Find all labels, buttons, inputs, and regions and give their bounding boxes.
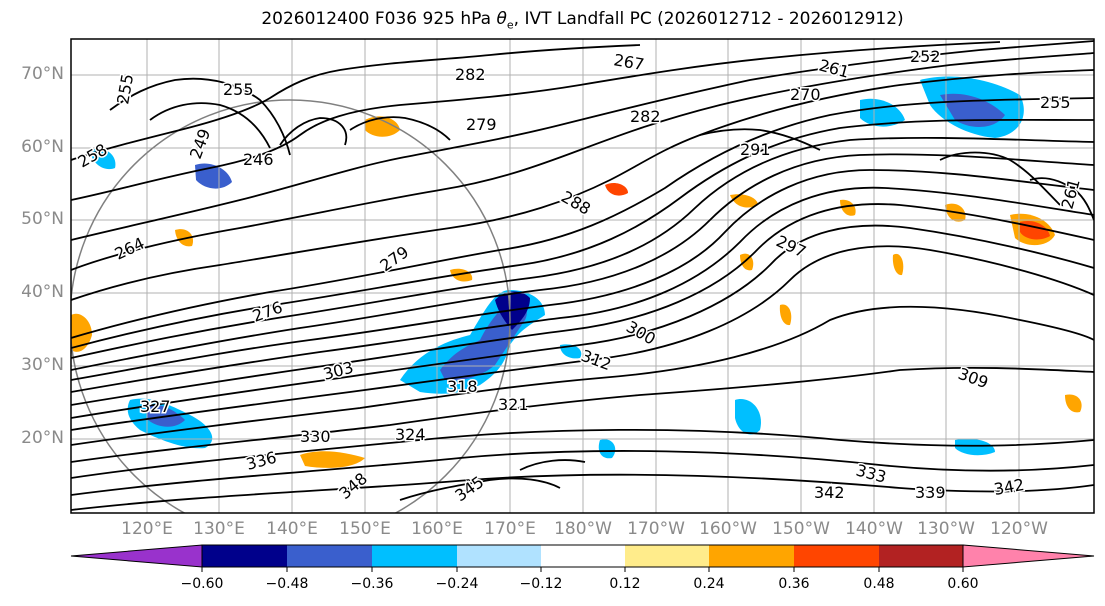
lat-label: 60°N <box>21 137 64 157</box>
contour-label: 318 <box>447 377 478 396</box>
lat-label: 20°N <box>21 428 64 448</box>
lat-label: 50°N <box>21 209 64 229</box>
colorbar-tick-label: 0.12 <box>609 576 641 592</box>
orange-region <box>605 182 628 196</box>
lon-label: 170°W <box>627 519 685 539</box>
colorbar-tick-label: 0.60 <box>947 576 979 592</box>
colorbar <box>70 544 1095 572</box>
contour-label: 252 <box>910 47 941 66</box>
colorbar-tick-label: 0.24 <box>693 576 725 592</box>
colorbar-tick-label: −0.36 <box>350 576 394 592</box>
blue-region <box>860 98 905 127</box>
lon-label: 160°E <box>411 519 463 539</box>
lat-label: 30°N <box>21 355 64 375</box>
contour-label: 255 <box>1040 93 1071 112</box>
contour-label: 291 <box>740 140 771 159</box>
colorbar-segment <box>457 545 541 567</box>
orange-region <box>1065 394 1082 413</box>
colorbar-tick-label: −0.24 <box>435 576 479 592</box>
orange-region <box>365 116 400 137</box>
contour-label: 327 <box>140 397 171 416</box>
lon-label: 120°E <box>121 519 173 539</box>
orange-region <box>450 268 473 282</box>
blue-region <box>955 438 995 456</box>
orange-region <box>779 304 792 326</box>
blue-region <box>560 344 582 359</box>
contour-label: 342 <box>992 475 1025 499</box>
orange-region <box>840 199 856 216</box>
colorbar-segment <box>625 545 709 567</box>
colorbar-segment <box>541 545 625 567</box>
colorbar-segment <box>962 544 1095 568</box>
lon-label: 130°E <box>193 519 245 539</box>
lon-label: 160°W <box>699 519 757 539</box>
chart-title: 2026012400 F036 925 hPa θe, IVT Landfall… <box>261 9 904 32</box>
colorbar-segment <box>70 544 203 568</box>
lon-label: 140°W <box>845 519 903 539</box>
lon-label: 130°W <box>917 519 975 539</box>
lon-label: 140°E <box>266 519 318 539</box>
colorbar-segment <box>287 545 372 567</box>
lat-label: 70°N <box>21 64 64 84</box>
colorbar-segment <box>202 545 287 567</box>
orange-region <box>300 451 365 468</box>
orange-region <box>892 253 904 276</box>
colorbar-tick-label: 0.48 <box>863 576 895 592</box>
map-frame <box>70 38 1095 514</box>
contour-label: 342 <box>814 483 845 502</box>
colorbar-tick-label: −0.60 <box>180 576 224 592</box>
colorbar-segment <box>709 545 794 567</box>
lon-label: 180°W <box>554 519 612 539</box>
contour-label: 279 <box>466 115 497 134</box>
blue-region <box>145 404 185 427</box>
contour-label: 339 <box>915 483 946 502</box>
landfall-radius-circle <box>71 99 511 513</box>
orange-region <box>71 313 92 352</box>
lon-label: 170°E <box>484 519 536 539</box>
contour-label: 282 <box>630 107 661 126</box>
theta-e-contours <box>71 40 1094 511</box>
lat-label: 40°N <box>21 282 64 302</box>
contour-label: 282 <box>455 65 486 84</box>
blue-region <box>735 399 761 435</box>
contour-label: 321 <box>498 395 529 414</box>
lon-label: 150°W <box>772 519 830 539</box>
colorbar-tick-label: 0.36 <box>778 576 810 592</box>
lon-label: 150°E <box>339 519 391 539</box>
contour-label: 246 <box>243 150 274 169</box>
colorbar-segment <box>372 545 457 567</box>
blue-region <box>598 439 616 459</box>
contour-label: 255 <box>223 80 254 99</box>
colorbar-tick-label: −0.12 <box>519 576 563 592</box>
contour-label: 270 <box>790 85 821 104</box>
colorbar-tick-label: −0.48 <box>265 576 309 592</box>
contour-label: 324 <box>395 425 426 444</box>
lon-label: 120°W <box>990 519 1048 539</box>
blue-region <box>90 148 116 170</box>
colorbar-segment <box>794 545 879 567</box>
colorbar-segment <box>879 545 963 567</box>
contour-label: 330 <box>300 427 331 446</box>
